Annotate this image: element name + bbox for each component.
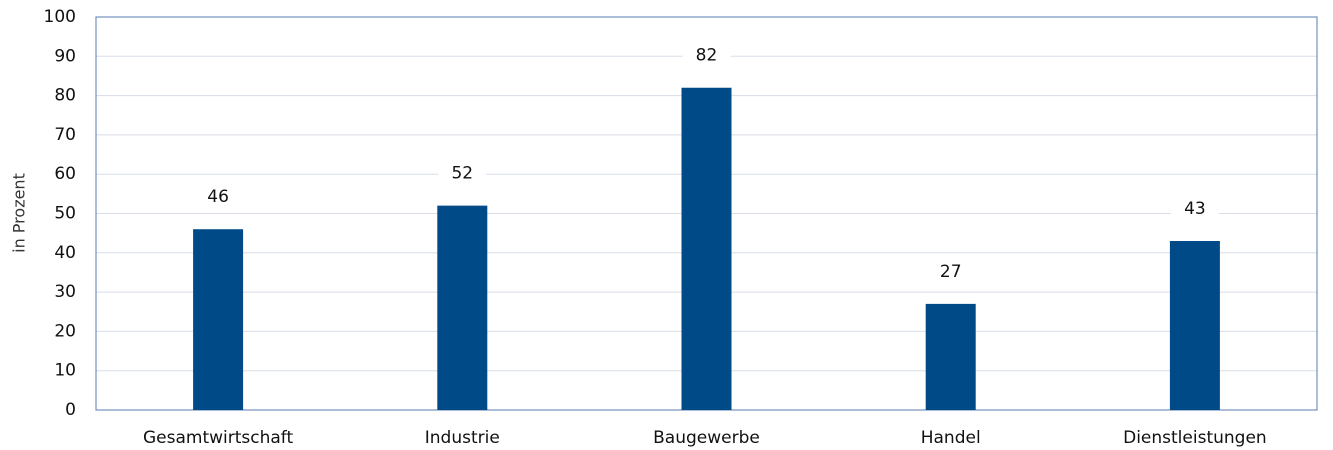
y-tick-label: 40 — [54, 243, 76, 263]
y-tick-label: 20 — [54, 321, 76, 341]
y-tick-label: 70 — [54, 125, 76, 145]
data-label-bg — [438, 161, 487, 186]
bar — [193, 229, 244, 410]
y-tick-label: 0 — [65, 400, 76, 420]
data-label: 46 — [207, 187, 229, 207]
data-label: 82 — [696, 46, 718, 66]
y-tick-label: 80 — [54, 86, 76, 106]
bar — [681, 87, 732, 411]
y-tick-label: 50 — [54, 204, 76, 224]
y-axis-label: in Prozent — [10, 173, 29, 253]
data-label-bg — [926, 259, 975, 284]
x-tick-label: Handel — [921, 428, 981, 448]
bar — [437, 205, 488, 410]
data-label: 27 — [940, 262, 962, 282]
y-tick-label: 30 — [54, 282, 76, 302]
x-tick-label: Dienstleistungen — [1123, 428, 1267, 448]
data-label-bg — [1170, 197, 1219, 222]
data-label-bg — [194, 185, 243, 210]
data-label: 52 — [451, 164, 473, 184]
x-tick-label: Baugewerbe — [653, 428, 760, 448]
x-tick-label: Industrie — [425, 428, 500, 448]
y-tick-label: 60 — [54, 164, 76, 184]
y-tick-label: 10 — [54, 361, 76, 381]
bar — [925, 303, 976, 410]
y-tick-label: 100 — [44, 7, 76, 27]
data-label-bg — [682, 43, 731, 68]
data-label: 43 — [1184, 199, 1206, 219]
bar — [1169, 241, 1220, 410]
x-tick-label: Gesamtwirtschaft — [143, 428, 293, 448]
y-tick-label: 90 — [54, 46, 76, 66]
